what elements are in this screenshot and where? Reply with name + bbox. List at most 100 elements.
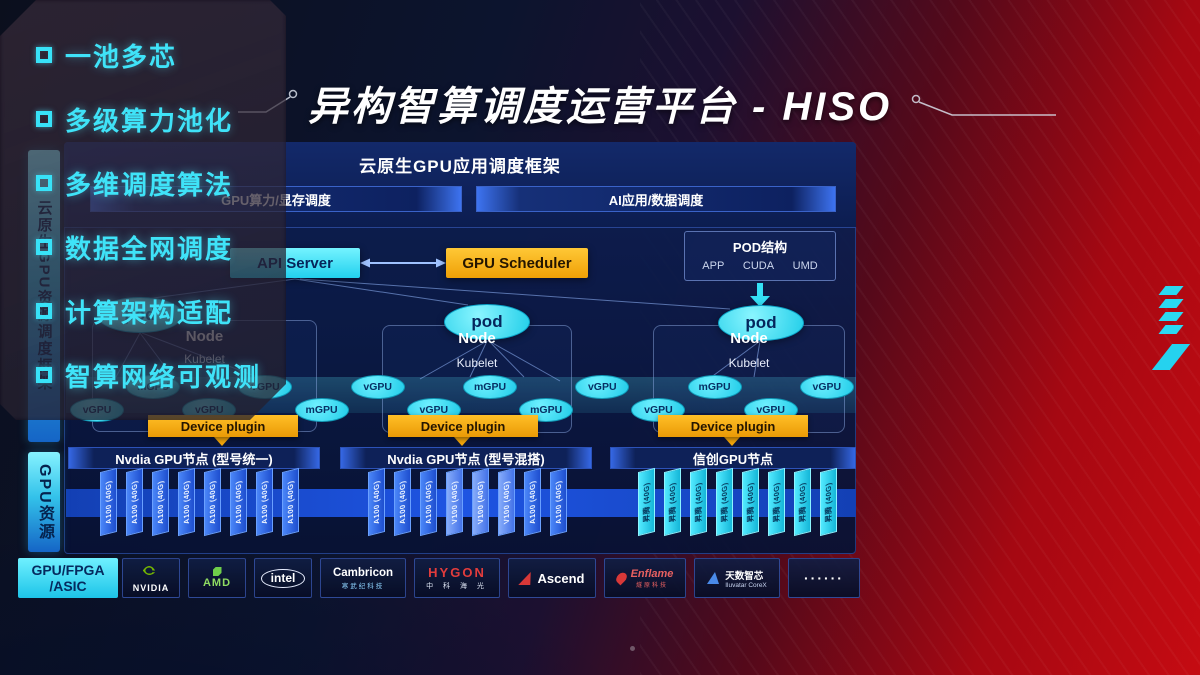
gpu-card: 昇腾 (40G) bbox=[794, 467, 811, 537]
gpu-card: A100 (40G) bbox=[550, 467, 567, 537]
square-bullet-icon bbox=[36, 367, 52, 383]
gpu-card: A100 (40G) bbox=[394, 467, 411, 537]
node-label: Node bbox=[730, 330, 768, 347]
pod-ellipse: pod bbox=[444, 304, 530, 340]
gpu-node-bar-uniform: Nvdia GPU节点 (型号统一) bbox=[68, 447, 320, 469]
gpu-card: A100 (40G) bbox=[368, 467, 385, 537]
gpu-node-bar-domestic: 信创GPU节点 bbox=[610, 447, 856, 469]
gpu-slice-chip: mGPU bbox=[462, 375, 517, 399]
feature-label: 一池多芯 bbox=[65, 41, 178, 72]
vendor-subtitle: Iluvatar CoreX bbox=[725, 581, 767, 589]
gpu-card: V100 (40G) bbox=[446, 467, 463, 537]
pod-structure-title: POD结构 bbox=[732, 240, 788, 255]
vendor-enflame: Enflame 燧原科技 bbox=[604, 558, 686, 598]
pod-struct-arrow-icon bbox=[750, 283, 770, 307]
gpu-card: A100 (40G) bbox=[282, 467, 299, 537]
vendor-more: ······ bbox=[788, 558, 860, 598]
gpu-card-group: 昇腾 (40G) 昇腾 (40G) 昇腾 (40G) 昇腾 (40G) 昇腾 (40G)… bbox=[638, 467, 837, 546]
device-plugin-box: Device plugin bbox=[658, 415, 808, 437]
feature-item: 计算架构适配 bbox=[36, 296, 233, 326]
square-bullet-icon bbox=[36, 175, 52, 191]
gpu-slice-chip: mGPU bbox=[687, 375, 742, 399]
vendor-cambricon: Cambricon 寒武纪科技 bbox=[320, 558, 406, 598]
gpu-card: A100 (40G) bbox=[420, 467, 437, 537]
vendor-name: NVIDIA bbox=[132, 582, 170, 593]
pod-layer-app: APP bbox=[702, 260, 725, 272]
gpu-card: A100 (40G) bbox=[204, 467, 221, 537]
feature-label: 数据全网调度 bbox=[65, 233, 234, 264]
framework-title: 云原生GPU应用调度框架 bbox=[359, 157, 561, 176]
ascend-logo-icon bbox=[517, 571, 534, 585]
gpu-scheduler-box: GPU Scheduler bbox=[446, 248, 588, 278]
gpu-slice-chip: vGPU bbox=[575, 375, 630, 399]
gpu-slice-chip: vGPU bbox=[350, 375, 405, 399]
gpu-card: 昇腾 (40G) bbox=[768, 467, 785, 537]
gpu-card: A100 (40G) bbox=[100, 467, 117, 537]
square-bullet-icon bbox=[36, 303, 52, 319]
feature-label: 多维调度算法 bbox=[65, 169, 234, 200]
stripe-decoration bbox=[1151, 286, 1196, 386]
device-plugin-arrow-icon bbox=[214, 437, 740, 446]
iluvatar-logo-icon bbox=[707, 572, 720, 584]
vendor-hygon: HYGON 中 科 海 光 bbox=[414, 558, 500, 598]
category-line2: /ASIC bbox=[49, 578, 87, 594]
gpu-node-bar-mixed: Nvdia GPU节点 (型号混搭) bbox=[340, 447, 592, 469]
gpu-card: A100 (40G) bbox=[152, 467, 169, 537]
gpu-card: A100 (40G) bbox=[256, 467, 273, 537]
gpu-card: 昇腾 (40G) bbox=[820, 467, 837, 537]
gpu-card-group: A100 (40G) A100 (40G) A100 (40G) V100 (40G)… bbox=[368, 467, 567, 546]
vendor-amd: AMD bbox=[188, 558, 246, 598]
gpu-card: A100 (40G) bbox=[178, 467, 195, 537]
feature-label: 计算架构适配 bbox=[65, 297, 234, 328]
page-title: 异构智算调度运营平台 - HISO bbox=[307, 85, 893, 129]
enflame-logo-icon bbox=[613, 570, 629, 586]
gpu-card: A100 (40G) bbox=[524, 467, 541, 537]
gpu-card: 昇腾 (40G) bbox=[638, 467, 655, 537]
vendor-iluvatar: 天数智芯 Iluvatar CoreX bbox=[694, 558, 780, 598]
pod-structure-box: POD结构 APP CUDA UMD bbox=[684, 231, 836, 281]
kubelet-label: Kubelet bbox=[728, 356, 770, 370]
feature-item: 多维调度算法 bbox=[36, 168, 233, 198]
vendor-subtitle: 燧原科技 bbox=[635, 582, 668, 589]
device-plugin-box: Device plugin bbox=[388, 415, 538, 437]
gpu-card: A100 (40G) bbox=[126, 467, 143, 537]
square-bullet-icon bbox=[36, 47, 52, 63]
feature-item: 一池多芯 bbox=[36, 40, 177, 70]
square-bullet-icon bbox=[36, 111, 52, 127]
node-label: Node bbox=[458, 330, 496, 347]
footer-dot bbox=[630, 646, 635, 651]
vendor-intel: intel bbox=[254, 558, 312, 598]
pod-ellipse: pod bbox=[718, 305, 804, 341]
api-scheduler-arrow bbox=[360, 258, 446, 268]
amd-logo-icon bbox=[212, 567, 222, 576]
bar-ai-data-scheduling: AI应用/数据调度 bbox=[476, 186, 836, 212]
nvidia-logo-icon bbox=[142, 564, 160, 582]
vendor-name: Ascend bbox=[537, 570, 585, 586]
feature-panel: 一池多芯 多级算力池化 多维调度算法 数据全网调度 计算架构适配 智算网络可观测 bbox=[0, 0, 286, 420]
gpu-card: 昇腾 (40G) bbox=[664, 467, 681, 537]
vendor-name: 天数智芯 bbox=[725, 570, 764, 582]
gpu-card: 昇腾 (40G) bbox=[716, 467, 733, 537]
vendor-name: HYGON bbox=[428, 565, 486, 580]
kubelet-label: Kubelet bbox=[456, 356, 498, 370]
gpu-slice-chip: mGPU bbox=[294, 398, 349, 422]
gpu-card-group: A100 (40G) A100 (40G) A100 (40G) A100 (40G)… bbox=[100, 467, 299, 546]
sidebar-gpu-resources: GPU资源 bbox=[28, 452, 60, 552]
feature-label: 多级算力池化 bbox=[65, 105, 234, 136]
vendor-name: Cambricon bbox=[332, 566, 394, 579]
vendor-subtitle: 寒武纪科技 bbox=[341, 582, 385, 590]
device-plugin-box: Device plugin bbox=[148, 415, 298, 437]
vendor-ascend: Ascend bbox=[508, 558, 596, 598]
hardware-category-box: GPU/FPGA /ASIC bbox=[18, 558, 118, 598]
gpu-card: A100 (40G) bbox=[230, 467, 247, 537]
gpu-card: 昇腾 (40G) bbox=[742, 467, 759, 537]
category-line1: GPU/FPGA bbox=[31, 561, 105, 578]
vendor-name: AMD bbox=[202, 577, 232, 589]
feature-item: 智算网络可观测 bbox=[36, 360, 261, 390]
vendor-subtitle: 中 科 海 光 bbox=[426, 583, 488, 590]
feature-item: 多级算力池化 bbox=[36, 104, 233, 134]
intel-logo-icon: intel bbox=[260, 568, 306, 588]
vendor-name: Enflame bbox=[630, 567, 674, 580]
gpu-slice-chip: vGPU bbox=[799, 375, 854, 399]
